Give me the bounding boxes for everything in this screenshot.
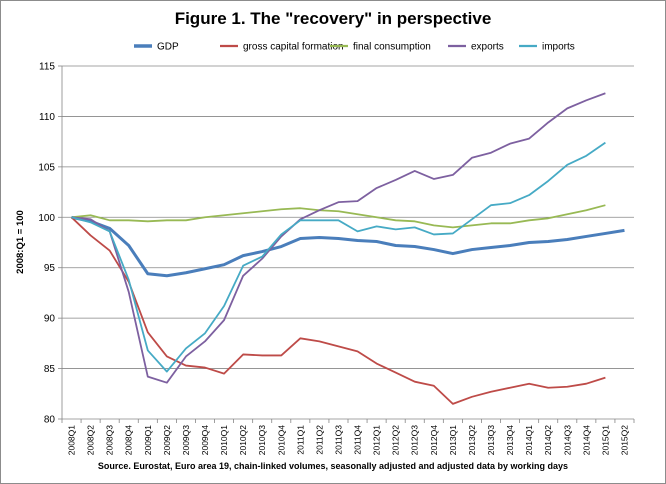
x-tick-label: 2008Q1 [67, 425, 77, 456]
y-tick-label: 85 [44, 364, 56, 375]
x-tick-label: 2011Q1 [295, 425, 305, 455]
y-axis-ticks: 80 85 90 95 100 105 110 115 [38, 62, 62, 426]
x-tick-label: 2009Q3 [181, 425, 191, 456]
chart-title: Figure 1. The "recovery" in perspective [175, 9, 492, 28]
y-tick-label: 95 [44, 263, 56, 274]
y-tick-label: 105 [38, 162, 55, 173]
x-tick-label: 2012Q1 [372, 425, 382, 456]
x-tick-label: 2010Q3 [257, 425, 267, 456]
x-tick-label: 2009Q4 [200, 425, 210, 456]
x-tick-label: 2015Q2 [619, 425, 629, 456]
axes [61, 66, 634, 420]
series-line-3 [71, 92, 606, 384]
x-tick-label: 2014Q4 [581, 425, 591, 456]
x-tick-label: 2015Q1 [600, 425, 610, 456]
x-tick-label: 2011Q3 [333, 425, 343, 455]
x-tick-label: 2008Q4 [124, 425, 134, 456]
x-tick-label: 2009Q2 [162, 425, 172, 456]
x-tick-label: 2008Q3 [105, 425, 115, 456]
legend-label: exports [471, 42, 504, 53]
x-tick-label: 2012Q2 [391, 425, 401, 456]
series-line-1 [70, 216, 606, 405]
gridlines [62, 65, 634, 369]
y-tick-label: 110 [39, 112, 55, 123]
x-tick-label: 2013Q3 [486, 425, 496, 456]
series-line-4 [71, 141, 606, 373]
legend-label: final consumption [353, 42, 431, 53]
y-tick-label: 115 [39, 62, 55, 73]
x-tick-label: 2013Q2 [467, 425, 477, 456]
x-tick-label: 2013Q1 [448, 425, 458, 456]
y-tick-label: 80 [44, 415, 56, 426]
x-tick-label: 2013Q4 [505, 425, 515, 456]
x-tick-label: 2014Q2 [543, 425, 553, 456]
x-tick-label: 2014Q1 [524, 425, 534, 456]
x-tick-label: 2012Q4 [429, 425, 439, 456]
legend: GDP gross capital formation final consumpt… [134, 42, 575, 53]
legend-label: gross capital formation [243, 42, 344, 53]
x-tick-label: 2010Q1 [219, 425, 229, 456]
legend-label: GDP [157, 42, 179, 53]
x-tick-label: 2011Q4 [353, 425, 363, 455]
x-tick-label: 2014Q3 [562, 425, 572, 456]
series-line-0 [71, 215, 625, 278]
x-tick-label: 2008Q2 [86, 425, 96, 456]
x-tick-label: 2011Q2 [314, 425, 324, 455]
y-tick-label: 90 [44, 314, 56, 325]
x-tick-label: 2010Q4 [276, 425, 286, 456]
series-lines [70, 92, 625, 405]
legend-label: imports [542, 42, 575, 53]
x-tick-label: 2010Q2 [238, 425, 248, 456]
y-axis-label: 2008:Q1 = 100 [15, 210, 26, 274]
x-axis-ticks: 2008Q1 2008Q2 2008Q3 2008Q4 2009Q1 2009Q2 2009… [61, 419, 635, 456]
y-tick-label: 100 [38, 213, 55, 224]
x-tick-label: 2012Q3 [410, 425, 420, 456]
source-note: Source. Eurostat, Euro area 19, chain-li… [98, 461, 568, 471]
x-tick-label: 2009Q1 [143, 425, 153, 456]
series-line-2 [71, 204, 606, 229]
